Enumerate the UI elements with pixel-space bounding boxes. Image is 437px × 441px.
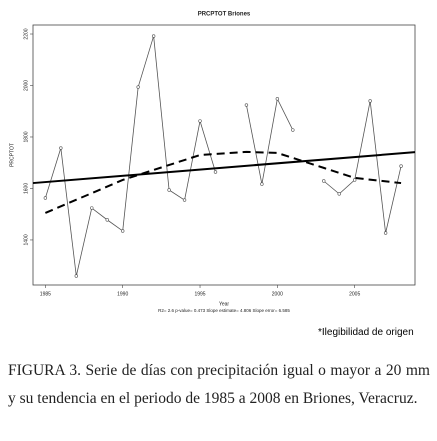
point: [198, 119, 202, 123]
x-axis-label: Year: [219, 301, 229, 307]
x-tick-label: 2000: [272, 291, 283, 297]
point: [275, 97, 280, 101]
point: [399, 164, 403, 168]
y-tick-label: 1800: [23, 131, 29, 142]
point: [151, 34, 156, 38]
point: [352, 178, 357, 182]
y-tick-label: 1400: [23, 234, 29, 245]
x-tick-label: 1985: [40, 291, 51, 297]
y-axis-label: PRCPTOT: [9, 143, 15, 167]
chart-title: PRCPTOT Briones: [198, 12, 251, 18]
point: [90, 206, 94, 210]
x-tick-label: 1995: [194, 291, 205, 297]
point: [167, 188, 171, 192]
point: [43, 196, 48, 200]
point: [213, 170, 218, 174]
chart: PRCPTOT Briones Year R2= 2.6 p-value= 0.…: [9, 12, 416, 313]
point: [136, 85, 140, 89]
stats-text: R2= 2.6 p-value= 0.473 Slope estimate= 4…: [158, 308, 290, 313]
series-line: [44, 35, 402, 277]
x-tick-label: 1990: [117, 291, 128, 297]
point: [260, 182, 264, 186]
point: [322, 179, 326, 183]
point: [244, 103, 249, 107]
series-line: [44, 150, 402, 214]
point: [291, 128, 295, 132]
point: [182, 198, 187, 202]
point: [383, 231, 388, 235]
x-tick-label: 2005: [349, 291, 360, 297]
y-tick-label: 2000: [23, 80, 29, 91]
y-tick-label: 1600: [23, 183, 29, 194]
series-line: [32, 151, 416, 185]
point: [59, 146, 63, 150]
point: [337, 192, 341, 196]
point: [121, 229, 125, 233]
point: [105, 218, 109, 222]
caption: FIGURA 3. Serie de días con precipitació…: [8, 362, 430, 407]
plot-frame: [32, 24, 416, 286]
point: [74, 274, 79, 278]
note: *Ilegibilidad de origen: [318, 327, 414, 338]
y-tick-label: 2200: [23, 28, 29, 39]
point: [368, 99, 372, 103]
